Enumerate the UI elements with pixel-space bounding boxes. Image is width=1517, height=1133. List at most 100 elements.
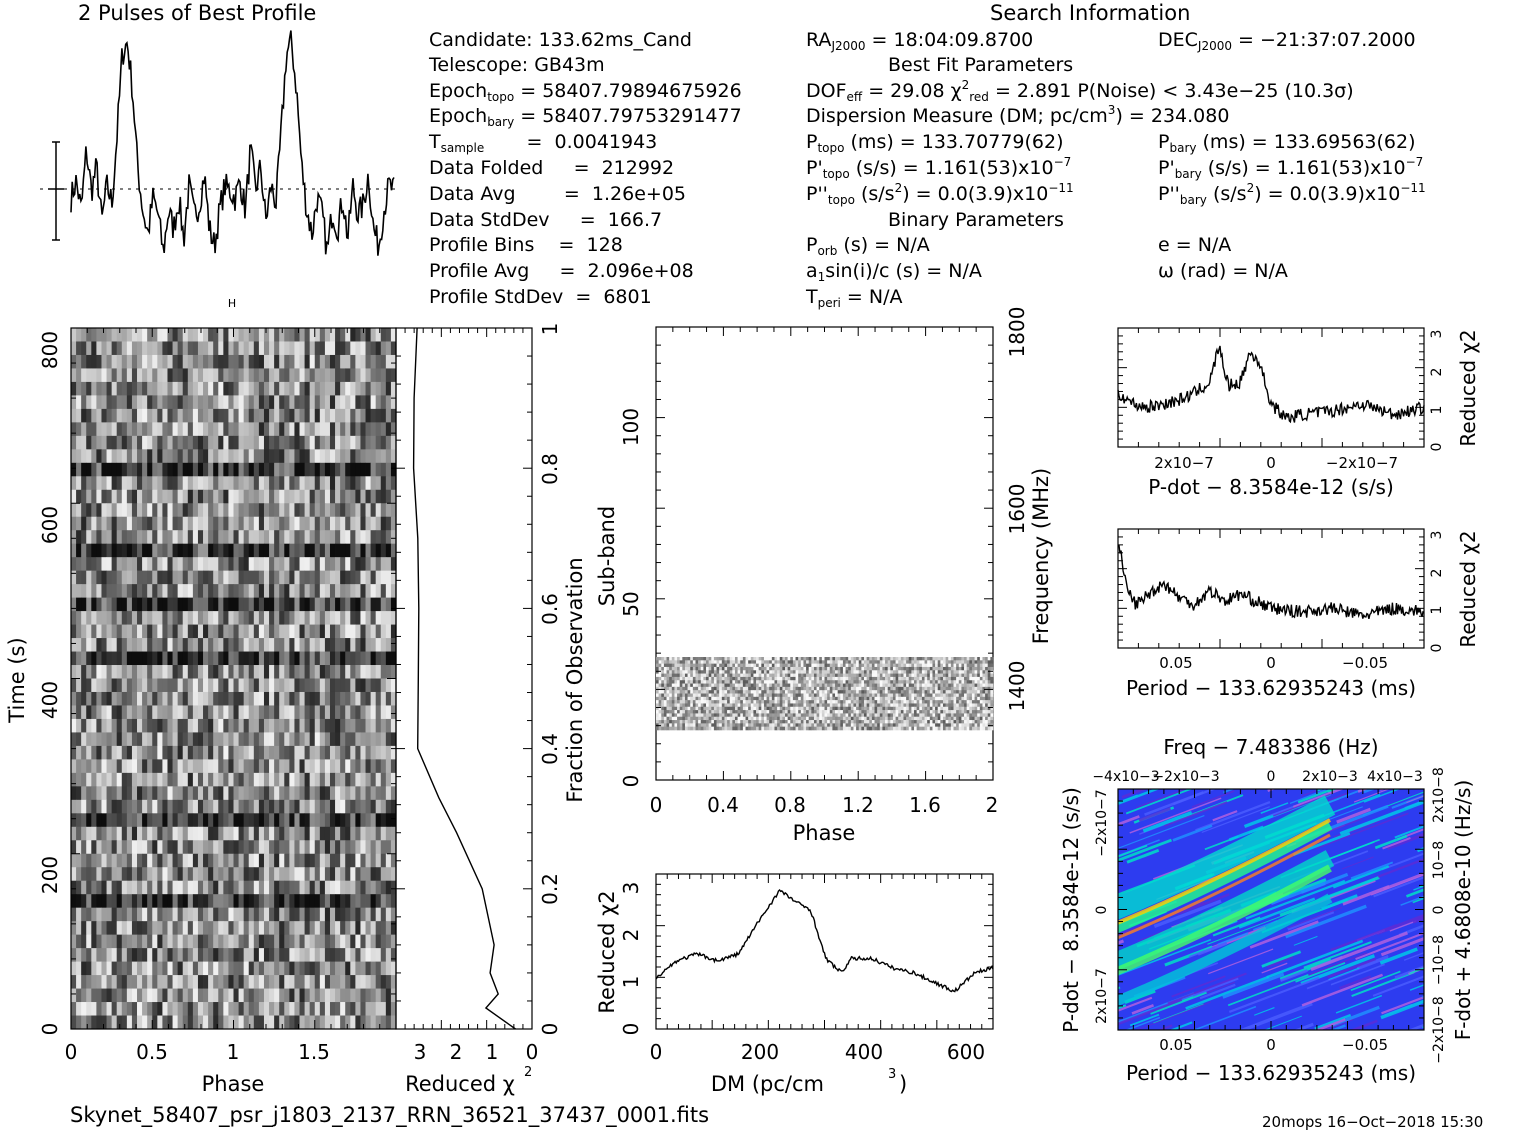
time-phase-cell [370,449,377,464]
time-phase-cell [121,907,128,922]
subband-cell [832,680,836,684]
time-phase-cell [263,408,270,423]
time-phase-cell [131,638,138,652]
subband-cell [971,690,975,694]
time-phase-cell [162,1015,168,1030]
time-phase-cell [106,328,113,342]
time-phase-cell [345,880,351,895]
subband-cell [961,676,965,681]
subband-cell [813,676,817,681]
time-phase-cell [223,449,229,464]
subband-cell [721,676,725,681]
time-phase-cell [329,341,336,356]
time-phase-cell [81,665,87,679]
time-phase-cell [177,422,184,437]
time-phase-cell [248,840,255,855]
time-phase-cell [223,732,229,747]
time-phase-cell [238,368,245,383]
time-phase-cell [152,449,158,464]
time-phase-cell [203,584,209,599]
time-phase-cell [131,988,138,1003]
subband-cell [690,663,694,668]
time-phase-cell [96,354,102,369]
time-phase-cell [213,597,219,612]
time-phase-cell [360,570,366,585]
time-phase-cell [350,328,356,342]
subband-cell [819,680,823,684]
time-phase-cell [157,543,163,558]
time-phase-cell [329,921,336,936]
subband-cell [942,663,946,668]
time-phase-cell [370,1002,377,1016]
subband-cell [813,680,817,684]
time-phase-cell [223,745,229,760]
subband-cell [887,686,891,691]
time-phase-cell [131,840,138,855]
time-phase-cell [142,853,148,868]
time-phase-cell [294,665,300,679]
subband-cell [729,657,733,661]
time-phase-cell [137,557,143,572]
time-phase-cell [263,381,270,396]
time-phase-cell [329,894,336,909]
time-phase-cell [233,584,239,599]
subband-cell [821,686,825,691]
time-phase-cell [390,975,397,989]
time-phase-cell [340,395,346,410]
subband-cell [669,680,673,684]
subband-cell [692,660,696,664]
subband-cell [863,657,867,661]
time-phase-cell [172,530,179,545]
time-phase-cell [380,948,387,962]
time-phase-cell [243,853,250,868]
time-phase-cell [304,408,311,423]
time-phase-cell [263,516,270,531]
subband-cell [842,690,846,694]
time-phase-cell [294,328,300,342]
subband-cell [837,686,841,691]
subband-cell [842,683,846,688]
time-phase-cell [106,759,113,774]
time-phase-cell [335,381,341,396]
time-phase-cell [218,772,224,787]
time-phase-cell [172,462,179,477]
time-phase-cell [365,368,372,383]
time-phase-cell [269,880,275,895]
subband-cell [921,676,925,681]
time-phase-cell [304,948,311,962]
subband-cell [858,696,862,701]
time-phase-cell [345,435,351,450]
time-phase-cell [172,759,179,774]
time-phase-cell [213,557,219,572]
subband-cell [940,683,944,688]
time-phase-cell [390,449,397,464]
subband-cell [824,690,828,694]
subband-cell [716,676,720,681]
subband-cell [706,663,709,668]
time-phase-cell [167,665,173,679]
time-phase-cell [309,718,316,733]
time-phase-cell [197,948,204,962]
time-phase-cell [182,1002,189,1016]
time-phase-cell [340,341,346,356]
time-phase-cell [106,678,113,693]
time-phase-cell [365,894,372,909]
subband-cell [832,663,836,668]
time-phase-cell [243,934,250,949]
subband-cell [919,680,923,684]
time-phase-cell [385,907,392,922]
subband-cell [842,693,846,698]
subband-cell [745,663,749,668]
time-phase-cell [111,988,118,1003]
time-phase-cell [192,557,199,572]
time-phase-cell [329,354,336,369]
time-phase-cell [147,516,153,531]
time-phase-cell [385,489,392,504]
subband-cell [713,670,717,674]
time-phase-cell [309,449,316,464]
subband-cell [887,676,891,681]
time-phase-cell [360,934,366,949]
time-phase-cell [304,395,311,410]
time-phase-cell [279,624,285,639]
time-phase-cell [126,732,133,747]
